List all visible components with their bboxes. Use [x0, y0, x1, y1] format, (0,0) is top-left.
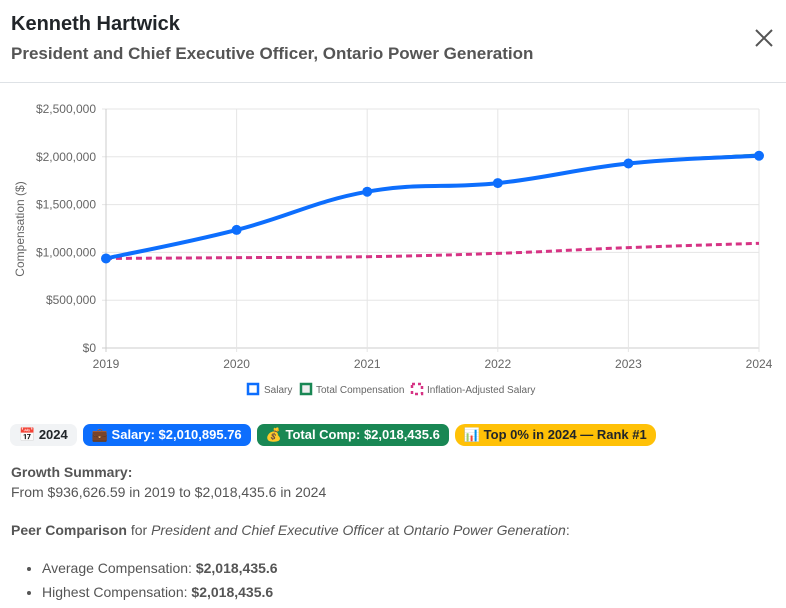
peer-comparison: Peer Comparison for President and Chief … — [11, 522, 570, 538]
salary-point — [231, 224, 242, 235]
salary-point — [362, 186, 373, 197]
legend-label-total: Total Compensation — [316, 385, 404, 396]
modal-header: Kenneth Hartwick President and Chief Exe… — [0, 0, 786, 83]
peer-label: Peer Comparison — [11, 522, 127, 538]
peer-at: at — [383, 522, 404, 538]
x-tick-label: 2021 — [354, 357, 381, 371]
peer-list: Average Compensation: $2,018,435.6 Highe… — [22, 560, 278, 608]
y-tick-label: $2,000,000 — [36, 150, 96, 164]
series-line-1 — [105, 153, 760, 260]
peer-colon: : — [565, 522, 570, 538]
legend-swatch-inflation — [410, 382, 424, 396]
series-line-0 — [105, 153, 760, 261]
growth-text: From $936,626.59 in 2019 to $2,018,435.6… — [11, 484, 327, 500]
compensation-chart: Compensation ($) $0 $500,000 $1,000,000 $1,… — [13, 102, 773, 396]
close-icon[interactable] — [752, 26, 776, 50]
legend-swatch-salary — [246, 382, 260, 396]
series-line-2 — [105, 241, 760, 260]
rank-badge: 📊 Top 0% in 2024 — Rank #1 — [454, 424, 656, 446]
salary-badge: 💼 Salary: $2,010,895.76 — [82, 424, 251, 446]
x-tick-label: 2019 — [93, 357, 120, 371]
y-tick-label: $2,500,000 — [36, 102, 96, 116]
legend-label-salary: Salary — [264, 385, 292, 396]
person-title: President and Chief Executive Officer, O… — [11, 44, 534, 63]
badge-row: 📅 2024 💼 Salary: $2,010,895.76 💰 Total C… — [10, 424, 656, 446]
salary-point — [754, 150, 764, 161]
y-axis-label: Compensation ($) — [13, 181, 27, 276]
y-tick-label: $1,000,000 — [36, 245, 96, 259]
briefcase-icon: 💼 — [91, 427, 108, 442]
growth-title: Growth Summary: — [11, 464, 133, 480]
bar-chart-icon: 📊 — [463, 427, 481, 442]
y-tick-label: $0 — [83, 341, 97, 355]
total-comp-badge: 💰 Total Comp: $2,018,435.6 — [256, 424, 449, 446]
peer-for: for — [126, 522, 152, 538]
peer-title: President and Chief Executive Officer — [151, 522, 384, 538]
money-bag-icon: 💰 — [265, 427, 282, 442]
salary-point — [623, 158, 634, 169]
salary-point — [101, 253, 111, 264]
x-tick-label: 2020 — [223, 357, 250, 371]
y-tick-label: $1,500,000 — [36, 198, 96, 212]
list-item: Highest Compensation: $2,018,435.6 — [42, 584, 278, 600]
y-tick-label: $500,000 — [46, 293, 96, 307]
legend-swatch-total — [299, 382, 313, 396]
calendar-icon: 📅 — [19, 427, 36, 442]
x-tick-label: 2024 — [746, 357, 773, 371]
salary-point — [492, 178, 503, 189]
year-badge: 📅 2024 — [10, 424, 77, 446]
x-tick-label: 2023 — [615, 357, 642, 371]
x-tick-label: 2022 — [484, 357, 511, 371]
person-name: Kenneth Hartwick — [11, 13, 180, 35]
list-item: Average Compensation: $2,018,435.6 — [42, 560, 278, 576]
peer-org: Ontario Power Generation — [403, 522, 566, 538]
legend: Salary Total Compensation Inflation-Adju… — [246, 382, 535, 396]
legend-label-inflation: Inflation-Adjusted Salary — [427, 385, 535, 396]
growth-summary: Growth Summary: From $936,626.59 in 2019… — [11, 464, 326, 500]
